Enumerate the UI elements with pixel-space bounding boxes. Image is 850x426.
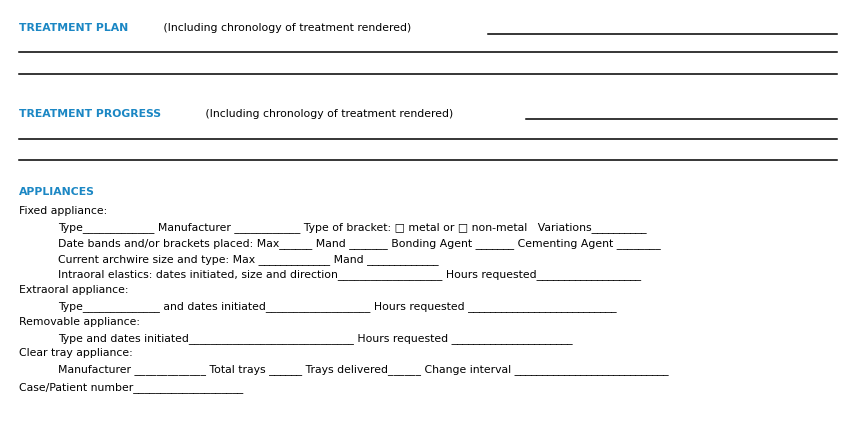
Text: Removable appliance:: Removable appliance: xyxy=(19,316,139,326)
Text: TREATMENT PROGRESS: TREATMENT PROGRESS xyxy=(19,109,161,118)
Text: APPLIANCES: APPLIANCES xyxy=(19,187,94,196)
Text: Type and dates initiated______________________________ Hours requested _________: Type and dates initiated________________… xyxy=(58,332,572,343)
Text: Type______________ and dates initiated___________________ Hours requested ______: Type______________ and dates initiated__… xyxy=(58,300,616,311)
Text: Case/Patient number____________________: Case/Patient number____________________ xyxy=(19,381,243,392)
Text: Date bands and/or brackets placed: Max______ Mand _______ Bonding Agent _______ : Date bands and/or brackets placed: Max__… xyxy=(58,237,660,248)
Text: (Including chronology of treatment rendered): (Including chronology of treatment rende… xyxy=(202,109,453,118)
Text: Extraoral appliance:: Extraoral appliance: xyxy=(19,285,128,294)
Text: Clear tray appliance:: Clear tray appliance: xyxy=(19,348,133,357)
Text: Intraoral elastics: dates initiated, size and direction___________________ Hours: Intraoral elastics: dates initiated, siz… xyxy=(58,269,641,280)
Text: Manufacturer _____________ Total trays ______ Trays delivered______ Change inter: Manufacturer _____________ Total trays _… xyxy=(58,363,668,374)
Text: (Including chronology of treatment rendered): (Including chronology of treatment rende… xyxy=(160,23,415,33)
Text: TREATMENT PLAN: TREATMENT PLAN xyxy=(19,23,128,33)
Text: Type_____________ Manufacturer ____________ Type of bracket: □ metal or □ non-me: Type_____________ Manufacturer _________… xyxy=(58,222,646,233)
Text: Current archwire size and type: Max _____________ Mand _____________: Current archwire size and type: Max ____… xyxy=(58,253,439,264)
Text: Fixed appliance:: Fixed appliance: xyxy=(19,206,107,216)
